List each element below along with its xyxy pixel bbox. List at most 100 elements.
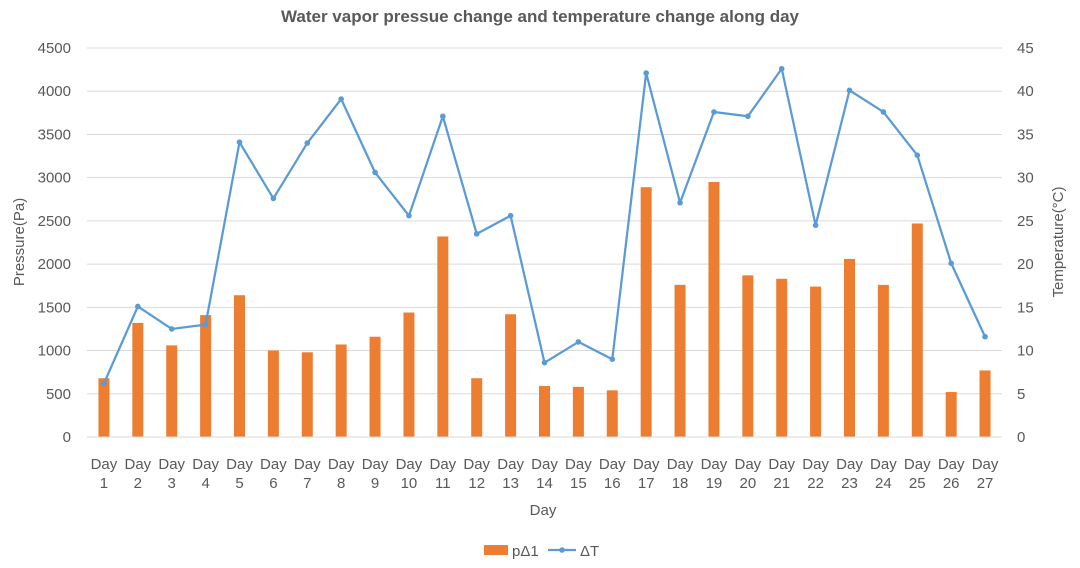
line-point	[406, 212, 412, 219]
y2-tick-label: 25	[1017, 213, 1034, 230]
bar	[742, 275, 754, 437]
x-tick-label: Day 1	[91, 456, 118, 492]
line-point	[101, 380, 107, 387]
x-tick-label: Day 21	[768, 456, 795, 492]
line-point	[236, 139, 243, 146]
bar	[98, 378, 110, 437]
line-point	[575, 339, 582, 345]
x-tick-label: Day 2	[124, 456, 151, 492]
line-point	[304, 140, 311, 146]
bar	[539, 385, 550, 437]
line-point	[745, 113, 751, 120]
line-point	[135, 303, 141, 310]
bar	[572, 386, 584, 437]
legend-swatch-p-delta-1	[484, 545, 508, 555]
x-tick-label: Day 11	[429, 456, 456, 492]
y-tick-label: 2500	[38, 213, 71, 230]
x-tick-label: Day 9	[362, 456, 389, 492]
bar	[708, 181, 720, 437]
bar	[844, 258, 855, 437]
y-tick-label: 3500	[38, 126, 71, 143]
x-tick-label: Day 19	[701, 456, 728, 492]
y-tick-label: 3000	[38, 170, 71, 187]
line-point	[914, 152, 921, 158]
bar	[979, 370, 991, 437]
line-point	[880, 109, 887, 115]
x-tick-label: Day 18	[667, 456, 694, 492]
y-tick-label: 1000	[38, 343, 71, 360]
line-point	[541, 359, 548, 366]
x-tick-label: Day 17	[633, 456, 660, 492]
x-tick-label: Day 13	[497, 456, 524, 492]
chart-title: Water vapor pressue change and temperatu…	[281, 7, 800, 26]
y-tick-label: 4000	[38, 83, 71, 100]
bar	[267, 350, 279, 437]
line-point	[473, 231, 480, 237]
bar-series-p-delta-1	[98, 181, 991, 437]
bar	[810, 286, 822, 437]
x-tick-label: Day 3	[158, 456, 185, 492]
y2-axis-title: Temperature(°C)	[1050, 186, 1067, 297]
x-tick-label: Day 15	[565, 456, 592, 492]
x-tick-label: Day 20	[734, 456, 761, 492]
line-point	[372, 169, 378, 176]
x-tick-label: Day 27	[972, 456, 999, 492]
right-axis-ticks: 0 5 10 15 20 25 30 35 40 45	[1017, 40, 1034, 446]
y-axis-title: Pressure(Pa)	[11, 198, 28, 286]
y2-tick-label: 45	[1017, 40, 1034, 57]
y2-tick-label: 20	[1017, 256, 1034, 273]
bar	[776, 278, 788, 437]
line-point	[778, 65, 785, 72]
bar	[132, 322, 144, 437]
line-point	[643, 70, 649, 76]
x-tick-label: Day 7	[294, 456, 321, 492]
line-point	[711, 109, 717, 115]
x-tick-label: Day 5	[226, 456, 253, 492]
legend: pΔ1 ΔT	[484, 543, 599, 560]
x-tick-label: Day 23	[836, 456, 863, 492]
y2-tick-label: 5	[1017, 386, 1025, 403]
y2-tick-label: 30	[1017, 170, 1034, 187]
bar	[945, 392, 957, 437]
x-tick-label: Day 12	[463, 456, 490, 492]
bar	[234, 295, 245, 437]
x-tick-label: Day 24	[870, 456, 897, 492]
y-tick-label: 1500	[38, 299, 71, 316]
left-axis-ticks: 0 500 1000 1500 2000 2500 3000 3500 4000 4500	[38, 40, 71, 446]
bar	[301, 352, 313, 437]
bar	[369, 336, 381, 437]
y2-tick-label: 40	[1017, 83, 1034, 100]
bar	[471, 378, 483, 437]
x-tick-label: Day 14	[531, 456, 558, 492]
line-point	[168, 326, 175, 332]
line-point	[202, 321, 209, 328]
y2-tick-label: 10	[1017, 343, 1034, 360]
x-tick-label: Day 25	[904, 456, 931, 492]
y-tick-label: 2000	[38, 256, 71, 273]
line-point	[846, 87, 853, 94]
bar	[437, 236, 449, 437]
x-tick-label: Day 26	[938, 456, 965, 492]
bar	[335, 344, 347, 437]
line-point	[507, 212, 514, 219]
line-point	[270, 195, 277, 202]
y2-tick-label: 35	[1017, 126, 1034, 143]
bar	[640, 187, 652, 437]
legend-label-delta-t: ΔT	[580, 543, 599, 560]
bar	[877, 284, 889, 437]
bar	[505, 314, 517, 437]
line-series-delta-t	[101, 65, 988, 387]
x-tick-label: Day 10	[396, 456, 423, 492]
line-point	[677, 199, 683, 206]
line-point	[812, 222, 819, 229]
y2-tick-label: 15	[1017, 299, 1034, 316]
legend-marker-delta-t	[559, 547, 565, 553]
x-tick-label: Day 4	[192, 456, 219, 492]
bar	[200, 315, 212, 437]
x-axis-title: Day	[530, 502, 557, 519]
line-point	[338, 96, 344, 102]
x-tick-label: Day 6	[260, 456, 287, 492]
bar	[606, 390, 618, 437]
